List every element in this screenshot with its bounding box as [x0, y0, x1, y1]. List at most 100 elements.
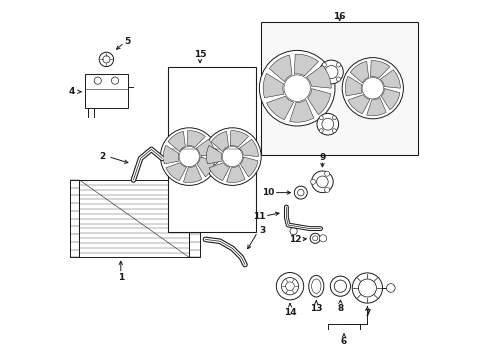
Circle shape — [334, 280, 346, 292]
Circle shape — [111, 77, 119, 84]
Text: 7: 7 — [364, 310, 370, 319]
Ellipse shape — [309, 275, 324, 297]
Circle shape — [387, 284, 395, 292]
Circle shape — [330, 276, 350, 296]
Polygon shape — [196, 139, 215, 157]
Circle shape — [281, 278, 298, 295]
Polygon shape — [348, 95, 370, 114]
Polygon shape — [166, 163, 187, 181]
Polygon shape — [345, 76, 362, 96]
Polygon shape — [168, 131, 185, 152]
Circle shape — [337, 77, 341, 81]
Circle shape — [319, 129, 323, 132]
Circle shape — [322, 77, 326, 81]
Circle shape — [312, 171, 333, 193]
Circle shape — [204, 128, 261, 185]
Text: 3: 3 — [259, 226, 266, 235]
Text: 9: 9 — [319, 153, 325, 162]
Circle shape — [103, 56, 110, 63]
Circle shape — [229, 153, 236, 160]
Circle shape — [94, 77, 101, 84]
Polygon shape — [381, 89, 400, 110]
Text: 5: 5 — [124, 37, 130, 46]
Polygon shape — [209, 163, 230, 181]
Polygon shape — [290, 100, 314, 122]
Circle shape — [294, 186, 307, 199]
Circle shape — [289, 80, 306, 96]
Bar — [168, 67, 256, 232]
Polygon shape — [187, 131, 205, 147]
Text: 1: 1 — [118, 274, 124, 282]
Text: 13: 13 — [310, 305, 322, 313]
Text: 16: 16 — [333, 12, 346, 21]
Circle shape — [286, 282, 294, 291]
Circle shape — [332, 116, 336, 120]
Bar — [79, 180, 189, 257]
Text: 4: 4 — [69, 87, 75, 96]
Bar — [85, 74, 128, 108]
Circle shape — [332, 129, 336, 132]
Circle shape — [337, 63, 341, 67]
Bar — [261, 22, 418, 155]
Circle shape — [322, 118, 334, 130]
Circle shape — [311, 179, 316, 184]
Polygon shape — [183, 165, 202, 183]
Circle shape — [352, 273, 383, 303]
Circle shape — [183, 150, 196, 163]
Circle shape — [366, 81, 380, 95]
Ellipse shape — [312, 279, 321, 293]
Polygon shape — [241, 157, 258, 177]
Circle shape — [290, 228, 297, 235]
Text: 8: 8 — [337, 305, 343, 313]
Circle shape — [322, 63, 326, 67]
Text: 10: 10 — [262, 188, 274, 197]
Circle shape — [317, 176, 328, 188]
Circle shape — [342, 58, 403, 119]
Circle shape — [319, 60, 343, 84]
Polygon shape — [294, 54, 319, 76]
Polygon shape — [230, 131, 248, 147]
Circle shape — [259, 50, 335, 126]
Text: 14: 14 — [284, 307, 296, 317]
Circle shape — [324, 171, 330, 176]
Text: 2: 2 — [99, 152, 106, 161]
Circle shape — [297, 189, 304, 196]
Polygon shape — [206, 145, 222, 164]
Text: 11: 11 — [253, 212, 266, 220]
Circle shape — [319, 235, 327, 242]
Polygon shape — [197, 157, 215, 177]
Circle shape — [226, 150, 239, 163]
Polygon shape — [306, 66, 331, 88]
Text: 6: 6 — [341, 337, 347, 346]
Circle shape — [160, 128, 218, 185]
Circle shape — [284, 75, 311, 102]
Polygon shape — [370, 61, 390, 78]
Text: 12: 12 — [289, 235, 302, 244]
Polygon shape — [270, 55, 292, 82]
Circle shape — [179, 147, 199, 167]
Polygon shape — [240, 139, 258, 157]
Circle shape — [186, 153, 193, 160]
Circle shape — [222, 147, 243, 167]
Polygon shape — [227, 165, 245, 183]
Polygon shape — [367, 98, 386, 116]
Circle shape — [99, 52, 114, 67]
Circle shape — [324, 188, 330, 193]
Circle shape — [293, 84, 302, 93]
Polygon shape — [267, 96, 294, 120]
Bar — [189, 180, 200, 257]
Circle shape — [362, 77, 384, 99]
Polygon shape — [350, 61, 368, 83]
Circle shape — [313, 236, 318, 241]
Circle shape — [319, 116, 323, 120]
Circle shape — [369, 85, 376, 92]
Circle shape — [202, 148, 220, 166]
Circle shape — [276, 273, 304, 300]
Circle shape — [317, 113, 339, 135]
Polygon shape — [380, 70, 400, 88]
Polygon shape — [263, 73, 284, 98]
Polygon shape — [163, 145, 179, 164]
Circle shape — [310, 233, 320, 243]
Circle shape — [325, 66, 338, 78]
Text: 15: 15 — [194, 50, 206, 59]
